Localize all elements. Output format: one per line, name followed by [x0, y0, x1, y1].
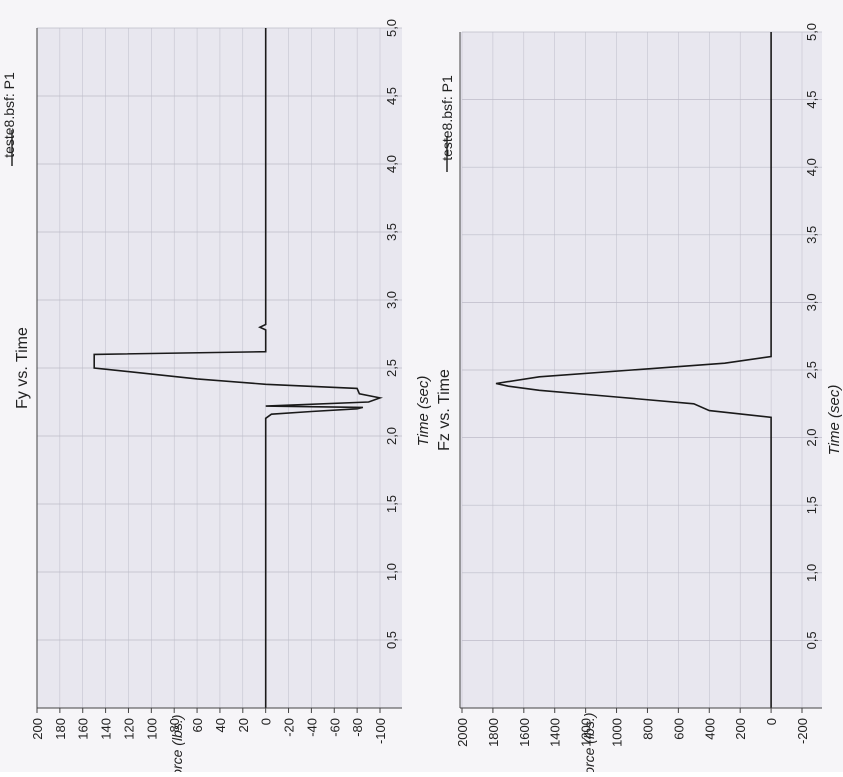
fz-y-tick-label: 1800	[486, 718, 501, 747]
fz-y-axis-label: Force (lbs.)	[581, 713, 597, 772]
fz-y-tick-label: 400	[702, 718, 717, 740]
fz-x-tick-label: 4,0	[804, 158, 819, 176]
fz-y-tick-label: 1000	[610, 718, 625, 747]
fy-series-line	[93, 28, 383, 708]
fy-y-tick-label: -100	[373, 718, 388, 744]
fy-y-tick-label: 80	[167, 718, 182, 732]
fz-x-tick-label: 3,5	[804, 226, 819, 244]
fy-x-tick-label: 3,0	[384, 291, 399, 309]
fy-x-tick-label: 3,5	[384, 223, 399, 241]
fy-y-tick-label: -20	[282, 718, 297, 737]
fy-x-tick-label: 2,0	[384, 427, 399, 445]
fz-y-tick-label: 600	[671, 718, 686, 740]
fz-x-axis-label: Time (sec)	[826, 385, 843, 456]
fy-y-tick-label: 20	[236, 718, 251, 732]
fy-y-axis-label: Force (lbs.)	[169, 715, 185, 772]
fy-x-tick-label: 0,5	[384, 631, 399, 649]
fz-y-tick-label: 800	[640, 718, 655, 740]
fy-y-tick-label: 200	[30, 718, 45, 740]
fy-y-tick-label: 100	[144, 718, 159, 740]
fz-y-tick-label: 200	[733, 718, 748, 740]
fy-y-tick-label: 120	[121, 718, 136, 740]
fz-series-line	[495, 32, 772, 708]
fz-grid	[461, 31, 822, 708]
fy-chart-title: Fy vs. Time	[14, 327, 31, 409]
fz-x-tick-label: 1,5	[804, 496, 819, 514]
fz-x-tick-label: 2,0	[804, 429, 819, 447]
fy-y-tick-label: 40	[213, 718, 228, 732]
fy-x-tick-label: 5,0	[384, 19, 399, 37]
fy-x-tick-label: 1,5	[384, 495, 399, 513]
fz-x-tick-label: 0,5	[804, 631, 819, 649]
fz-x-tick-label: 4,5	[804, 91, 819, 109]
fy-y-tick-label: 160	[76, 718, 91, 740]
fz-x-tick-label: 5,0	[804, 23, 819, 41]
fy-y-tick-label: 180	[53, 718, 68, 740]
fz-x-tick-label: 3,0	[804, 293, 819, 311]
fy-y-tick-label: -80	[350, 718, 365, 737]
fz-y-tick-label: 2000	[455, 718, 470, 747]
fy-x-axis-ticks: 0,5 1,0 1,5 2,0 2,5 3,0 3,5 4,0 4,5 5,0	[384, 19, 399, 649]
fz-y-tick-label: 1200	[579, 718, 594, 747]
fy-y-tick-label: -40	[304, 718, 319, 737]
fz-y-tick-label: 0	[764, 718, 779, 725]
fz-chart-title: Fz vs. Time	[436, 369, 453, 451]
fy-y-tick-label: 140	[99, 718, 114, 740]
fy-x-tick-label: 1,0	[384, 563, 399, 581]
fy-legend-label: teste8.bsf: P1	[1, 72, 17, 158]
fy-chart: 200 180 160 140 120 100 80 60 40 20 0 -20 -40 -60 -80-…	[1, 19, 432, 777]
fy-x-axis-label: Time (sec)	[415, 376, 432, 447]
fy-y-tick-label: -60	[327, 718, 342, 737]
fz-chart: 2000 1800 1600 1400 1200 1000 800 600 400 200 0 -20…	[436, 23, 843, 777]
fz-x-tick-label: 1,0	[804, 564, 819, 582]
fz-legend-label: teste8.bsf: P1	[439, 75, 455, 161]
fz-x-tick-label: 2,5	[804, 361, 819, 379]
fy-x-tick-label: 2,5	[384, 359, 399, 377]
fz-y-tick-label: 1400	[548, 718, 563, 747]
fy-x-tick-label: 4,0	[384, 155, 399, 173]
fz-y-tick-label: 1600	[517, 718, 532, 747]
fy-y-tick-label: 0	[259, 718, 274, 725]
fy-x-tick-label: 4,5	[384, 87, 399, 105]
fz-y-axis-ticks: 2000 1800 1600 1400 1200 1000 800 600 400 200 0 -20…	[455, 708, 810, 747]
fy-y-axis-ticks: 200 180 160 140 120 100 80 60 40 20 0 -20 -40 -60 -80-…	[30, 708, 388, 744]
fz-y-tick-label: -200	[795, 718, 810, 744]
fy-y-tick-label: 60	[190, 718, 205, 732]
fz-x-axis-ticks: 0,5 1,0 1,5 2,0 2,5 3,0 3,5 4,0 4,5 5,0	[804, 23, 819, 649]
